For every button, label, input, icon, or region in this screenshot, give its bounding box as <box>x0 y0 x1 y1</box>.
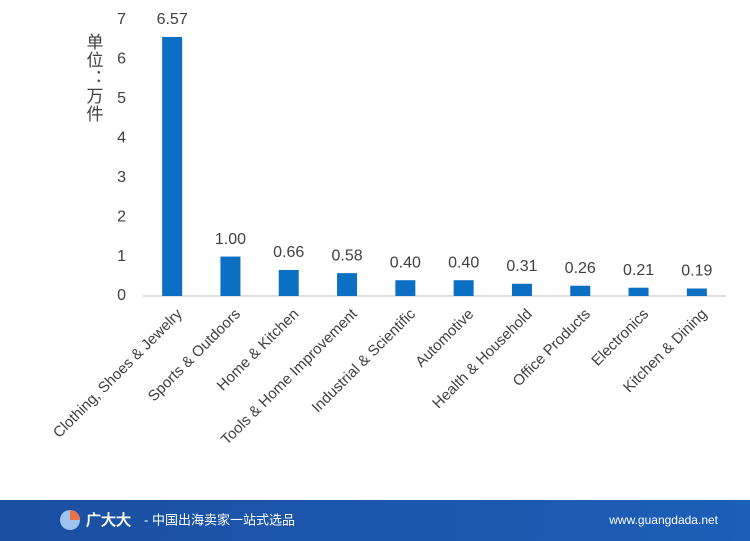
bar <box>220 256 241 296</box>
y-tick-label: 7 <box>117 11 126 28</box>
y-tick-label: 4 <box>117 130 126 147</box>
y-axis-title: 单位：万件 <box>84 33 104 123</box>
value-label: 0.19 <box>681 263 712 280</box>
x-tick-label: Health & Household <box>429 306 535 412</box>
y-tick-label: 5 <box>117 90 126 107</box>
value-label: 0.40 <box>448 254 479 271</box>
footer-brand: 广大大 <box>86 511 131 529</box>
footer-bar <box>0 500 750 541</box>
bar <box>278 269 299 296</box>
y-tick-label: 6 <box>117 51 126 68</box>
bar <box>570 285 591 296</box>
y-tick-label: 2 <box>117 208 126 225</box>
value-label: 6.57 <box>157 11 188 28</box>
x-tick-label: Industrial & Scientific <box>309 305 420 416</box>
bar <box>162 36 183 296</box>
footer-tagline: - 中国出海卖家一站式选品 <box>144 512 295 527</box>
value-label: 0.40 <box>390 254 421 271</box>
y-tick-label: 3 <box>117 169 126 186</box>
footer-url: www.guangdada.net <box>608 513 718 527</box>
x-tick-label: Electronics <box>588 306 652 370</box>
bar <box>453 280 474 296</box>
value-label: 1.00 <box>215 231 246 248</box>
value-label: 0.26 <box>565 260 596 277</box>
value-label: 0.21 <box>623 262 654 279</box>
logo-icon-slice <box>70 510 80 520</box>
value-label: 0.31 <box>506 258 537 275</box>
y-tick-label: 1 <box>117 248 126 265</box>
y-tick-label: 0 <box>117 287 126 304</box>
value-label: 0.66 <box>273 244 304 261</box>
bar <box>337 273 358 296</box>
bar <box>511 283 532 296</box>
value-label: 0.58 <box>331 247 362 264</box>
bar <box>395 280 416 296</box>
bar <box>686 288 707 296</box>
bar <box>628 287 649 296</box>
